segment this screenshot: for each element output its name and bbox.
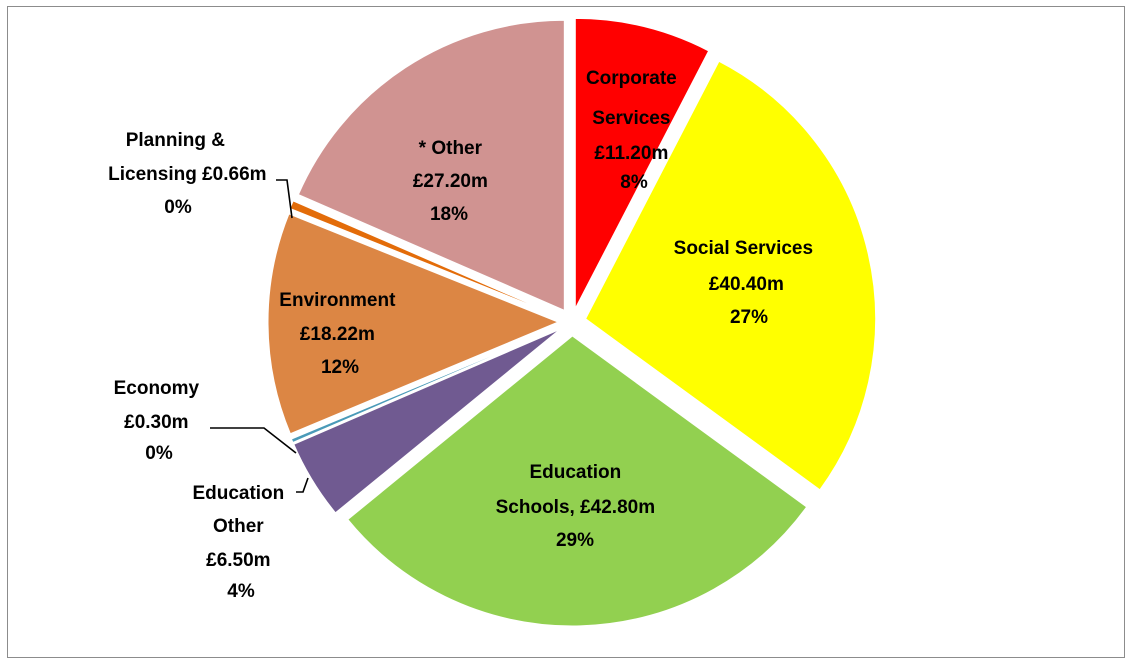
label-eduother-line1: Education xyxy=(192,483,284,504)
pie-slice-schools xyxy=(347,335,808,627)
label-corporate-line2: Services xyxy=(592,108,670,129)
label-other-line3: 18% xyxy=(430,204,468,225)
leader-line-economy xyxy=(210,427,297,454)
label-other-line1: * Other xyxy=(419,138,483,159)
pie-slice-environment xyxy=(267,213,560,435)
label-schools-line2: Schools, £42.80m xyxy=(496,497,655,518)
label-economy-line3: 0% xyxy=(145,443,173,464)
pie-slice-educationother xyxy=(293,328,561,514)
label-corporate-line1: Corporate xyxy=(586,68,677,89)
label-planning-licensing: Planning & Licensing £0.66m 0% xyxy=(108,130,272,218)
leader-line-education-other xyxy=(296,477,309,493)
label-eduother-line2: Other xyxy=(213,516,264,537)
label-corporate-services: Corporate Services £11.20m 8% xyxy=(586,68,682,193)
label-education-other: Education Other £6.50m 4% xyxy=(192,483,289,602)
pie-slice-other xyxy=(297,19,565,312)
label-environment: Environment £18.22m 12% xyxy=(279,290,400,378)
label-schools-line3: 29% xyxy=(556,530,594,551)
label-education-schools: Education Schools, £42.80m 29% xyxy=(496,462,661,551)
label-social-line3: 27% xyxy=(730,307,768,328)
label-corporate-line4: 8% xyxy=(620,172,648,193)
label-other: * Other £27.20m 18% xyxy=(413,138,493,225)
label-economy-line2: £0.30m xyxy=(124,412,188,433)
label-environment-line3: 12% xyxy=(321,357,359,378)
label-economy-line1: Economy xyxy=(114,378,200,399)
labels-layer: Corporate Services £11.20m 8% Social Ser… xyxy=(108,68,819,602)
label-other-line2: £27.20m xyxy=(413,171,488,192)
label-social-services: Social Services £40.40m 27% xyxy=(674,238,819,328)
label-eduother-line3: £6.50m xyxy=(206,550,270,571)
label-planning-line1: Planning & xyxy=(126,130,226,151)
label-planning-line3: 0% xyxy=(164,197,192,218)
label-environment-line1: Environment xyxy=(279,290,396,311)
pie-slice-economy xyxy=(290,327,560,444)
label-planning-line2: Licensing £0.66m xyxy=(108,164,266,185)
pie-slice-corporate xyxy=(574,17,710,309)
label-environment-line2: £18.22m xyxy=(300,324,375,345)
slices-layer xyxy=(267,17,877,627)
label-economy: Economy £0.30m 0% xyxy=(114,378,205,464)
leader-lines xyxy=(210,179,309,493)
label-eduother-line4: 4% xyxy=(227,581,255,602)
label-social-line1: Social Services xyxy=(674,238,813,259)
label-schools-line1: Education xyxy=(529,462,621,483)
leader-line-planning xyxy=(276,179,293,219)
label-social-line2: £40.40m xyxy=(709,274,784,295)
label-corporate-line3: £11.20m xyxy=(594,143,668,164)
pie-slice-social xyxy=(584,60,877,491)
